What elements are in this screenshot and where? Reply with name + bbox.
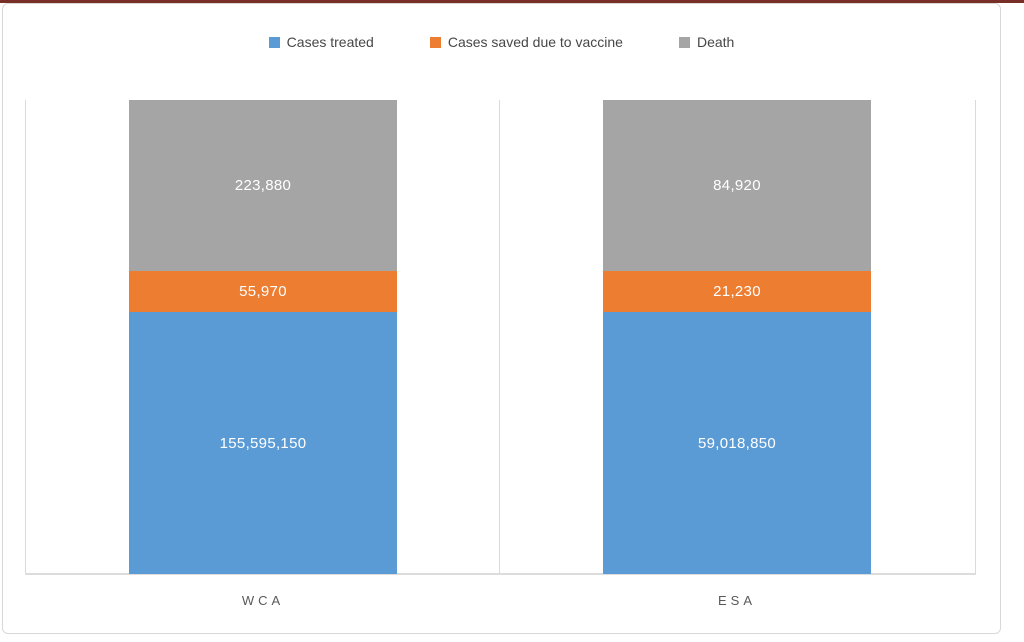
top-accent-line (0, 0, 1024, 3)
data-label-cases-saved-wca: 55,970 (239, 283, 287, 301)
category-label-wca: WCA (241, 593, 285, 608)
data-label-death-esa: 84,920 (713, 177, 761, 194)
bar-wca: 223,880 55,970 155,595,150 (129, 100, 397, 574)
category-label-esa: ESA (717, 593, 756, 608)
bar-esa: 84,920 21,230 59,018,850 (603, 100, 871, 574)
segment-death-wca: 223,880 (129, 100, 397, 272)
legend: Cases treated Cases saved due to vaccine… (3, 34, 1000, 50)
segment-cases-treated-esa: 59,018,850 (603, 312, 871, 574)
segment-cases-saved-wca: 55,970 (129, 271, 397, 313)
segment-death-esa: 84,920 (603, 100, 871, 272)
death-swatch-icon (678, 36, 690, 48)
segment-cases-treated-wca: 155,595,150 (129, 312, 397, 574)
legend-item-cases-saved: Cases saved due to vaccine (429, 34, 623, 50)
data-label-cases-saved-esa: 21,230 (713, 283, 761, 301)
cases-treated-swatch-icon (268, 36, 280, 48)
legend-item-cases-treated: Cases treated (268, 34, 374, 50)
legend-item-death: Death (678, 34, 735, 50)
gridline-left (25, 100, 26, 575)
legend-label-cases-saved: Cases saved due to vaccine (447, 34, 623, 50)
segment-cases-saved-esa: 21,230 (603, 271, 871, 313)
data-label-death-wca: 223,880 (234, 177, 292, 194)
data-label-cases-treated-esa: 59,018,850 (697, 434, 777, 452)
legend-label-cases-treated: Cases treated (286, 34, 374, 50)
chart-area: Cases treated Cases saved due to vaccine… (2, 3, 1001, 634)
gridline-right (975, 100, 976, 575)
data-label-cases-treated-wca: 155,595,150 (219, 434, 307, 452)
cases-saved-swatch-icon (429, 36, 441, 48)
gridline-middle (499, 100, 500, 575)
legend-label-death: Death (696, 34, 735, 50)
x-axis-line (25, 573, 976, 575)
